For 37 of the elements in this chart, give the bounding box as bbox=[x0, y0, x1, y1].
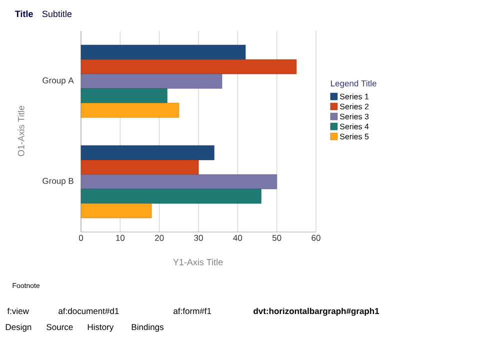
text: f:view bbox=[7, 308, 29, 314]
y-tick-label: Group B bbox=[42, 178, 74, 186]
y-axis-title: O1-Axis Title bbox=[18, 106, 24, 156]
bar bbox=[80, 160, 199, 175]
bar bbox=[80, 188, 262, 204]
bar bbox=[80, 44, 246, 60]
x-axis-title: Y1-Axis Title bbox=[173, 258, 223, 266]
bar bbox=[80, 174, 277, 190]
bar bbox=[80, 88, 168, 104]
chart-subtitle: Subtitle bbox=[42, 10, 72, 18]
x-tick-label: 30 bbox=[194, 234, 203, 241]
bar bbox=[80, 59, 297, 74]
legend-label: Series 3 bbox=[340, 113, 369, 120]
bar bbox=[80, 102, 180, 118]
x-tick-label: 10 bbox=[116, 234, 125, 241]
x-tick-label: 40 bbox=[233, 234, 242, 241]
text: Design bbox=[6, 324, 32, 332]
legend-label: Series 5 bbox=[340, 133, 369, 140]
x-tick-label: 60 bbox=[312, 234, 320, 241]
bar bbox=[80, 74, 222, 89]
text: History bbox=[88, 324, 114, 332]
x-tick-label: 0 bbox=[78, 234, 84, 241]
legend-title: Legend Title bbox=[330, 80, 376, 88]
text: af:document#d1 bbox=[58, 308, 119, 314]
legend-label: Series 4 bbox=[340, 123, 369, 130]
y-tick-label: Group A bbox=[42, 77, 74, 86]
text: Bindings bbox=[132, 324, 164, 332]
legend-label: Series 2 bbox=[340, 103, 369, 110]
bar bbox=[80, 203, 152, 218]
text: dvt:horizontalbargraph#graph1 bbox=[254, 308, 380, 316]
x-tick-label: 20 bbox=[155, 234, 164, 241]
text: Source bbox=[46, 324, 73, 330]
chart-title: Title bbox=[14, 10, 33, 18]
x-tick-label: 50 bbox=[272, 234, 282, 241]
bar bbox=[80, 145, 214, 160]
legend-label: Series 1 bbox=[340, 93, 369, 100]
text: af:form#f1 bbox=[174, 308, 212, 314]
